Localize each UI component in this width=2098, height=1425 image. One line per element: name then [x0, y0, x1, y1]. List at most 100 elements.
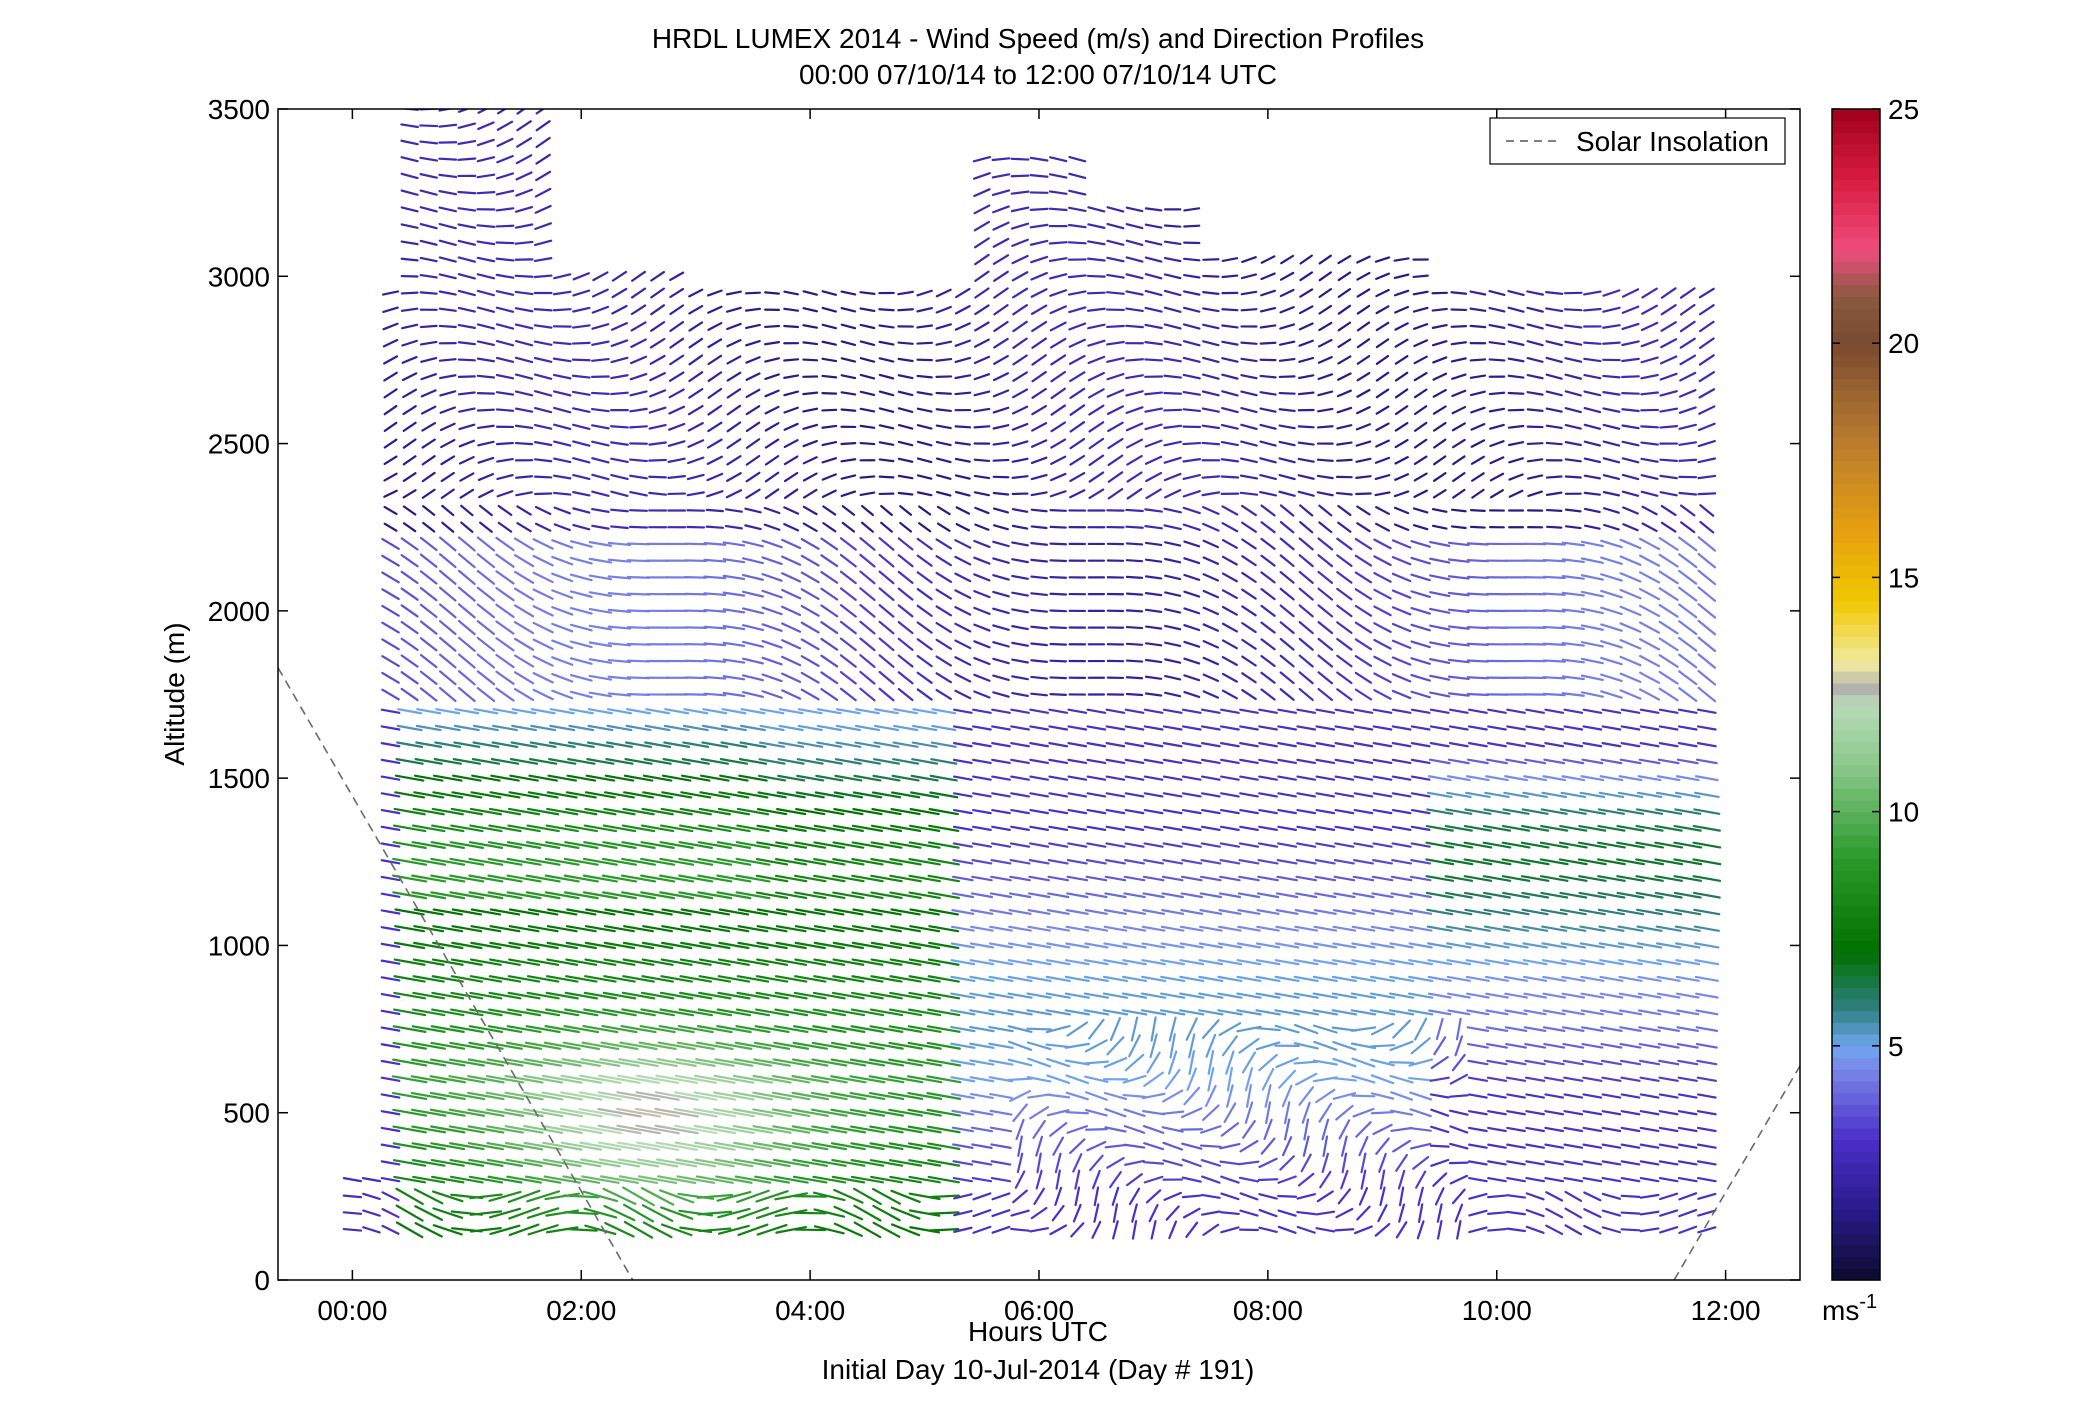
wind-vector-1939 [990, 1160, 1012, 1166]
wind-vector-1365 [791, 1091, 830, 1101]
wind-vector-2464 [1141, 925, 1166, 932]
wind-vector-1545 [851, 941, 884, 950]
wind-vector-1907 [973, 606, 991, 615]
wind-vector-3217 [1375, 321, 1390, 332]
wind-vector-1795 [935, 571, 953, 583]
wind-vector-1718 [909, 908, 940, 916]
wind-vector-3061 [1332, 959, 1357, 966]
wind-vector-1637 [878, 357, 895, 363]
wind-vector-2625 [1182, 306, 1201, 313]
wind-vector-3429 [1447, 692, 1470, 697]
wind-vector-807 [602, 824, 637, 833]
wind-vector-575 [532, 655, 554, 667]
wind-vector-4118 [1678, 603, 1698, 619]
wind-vector-662 [552, 341, 572, 346]
wind-vector-355 [470, 925, 502, 933]
wind-vector-404 [477, 109, 489, 114]
wind-vector-683 [565, 958, 598, 966]
wind-vector-2978 [1298, 374, 1315, 380]
wind-vector-309 [457, 553, 476, 569]
wind-vector-465 [495, 224, 515, 228]
wind-vector-967 [656, 1058, 697, 1067]
wind-vector-2738 [1220, 440, 1239, 447]
wind-vector-2884 [1274, 959, 1300, 966]
wind-vector-31 [380, 842, 401, 848]
wind-vector-2548 [1164, 557, 1182, 564]
wind-vector-796 [602, 1008, 637, 1017]
wind-vector-4041 [1655, 942, 1682, 949]
wind-vector-2164 [1049, 659, 1068, 663]
wind-vector-2007 [1012, 1103, 1028, 1123]
wind-vector-784 [603, 1204, 636, 1222]
wind-vector-928 [644, 741, 672, 748]
wind-vector-2343 [1104, 875, 1127, 882]
wind-vector-158 [412, 807, 445, 816]
wind-vector-2819 [1258, 1053, 1278, 1072]
wind-vector-2787 [1241, 605, 1257, 617]
wind-vector-292 [449, 841, 485, 849]
wind-vector-1886 [969, 959, 995, 966]
wind-vector-3117 [1350, 1009, 1377, 1016]
wind-vector-2495 [1144, 407, 1163, 413]
wind-vector-668 [563, 1211, 599, 1216]
wind-vector-4149 [1695, 1042, 1718, 1049]
wind-vector-1451 [820, 604, 839, 618]
wind-vector-1766 [926, 1058, 962, 1067]
wind-vector-3123 [1351, 909, 1375, 915]
wind-vector-2617 [1182, 441, 1202, 446]
wind-vector-424 [489, 908, 521, 916]
wind-vector-40 [381, 688, 400, 701]
colorbar-band-5 [1832, 1209, 1880, 1223]
wind-vector-3135 [1353, 708, 1374, 714]
wind-vector-3164 [1377, 1204, 1388, 1223]
wind-vector-898 [631, 270, 646, 282]
wind-vector-3442 [1452, 472, 1466, 483]
wind-vector-4117 [1678, 620, 1698, 636]
wind-vector-757 [588, 691, 613, 698]
wind-vector-2093 [1029, 758, 1050, 765]
wind-vector-3058 [1331, 1009, 1358, 1016]
wind-vector-3648 [1520, 841, 1550, 849]
wind-vector-1063 [687, 422, 704, 432]
wind-vector-1556 [853, 758, 881, 765]
wind-vector-850 [616, 1074, 661, 1084]
wind-vector-2609 [1183, 573, 1201, 581]
wind-vector-2035 [1011, 641, 1029, 647]
wind-vector-2477 [1143, 708, 1164, 714]
wind-vector-2627 [1183, 273, 1201, 279]
wind-vector-3900 [1602, 440, 1621, 447]
wind-vector-1142 [716, 1008, 752, 1017]
wind-vector-3566 [1488, 306, 1506, 313]
wind-vector-2732 [1221, 538, 1238, 549]
wind-vector-969 [658, 1024, 695, 1034]
wind-vector-1492 [832, 874, 865, 883]
wind-vector-3271 [1394, 405, 1409, 416]
wind-vector-2532 [1162, 825, 1183, 831]
wind-vector-2795 [1239, 474, 1259, 480]
wind-vector-394 [476, 273, 496, 280]
wind-vector-2610 [1183, 557, 1201, 565]
wind-vector-540 [516, 109, 526, 115]
wind-vector-4153 [1694, 975, 1719, 982]
wind-vector-1463 [821, 408, 838, 412]
wind-vector-4023 [1641, 287, 1658, 299]
wind-vector-2856 [1259, 440, 1277, 447]
wind-vector-786 [599, 1175, 639, 1184]
wind-vector-3407 [1451, 1053, 1466, 1072]
wind-vector-2960 [1298, 671, 1314, 685]
wind-vector-1184 [726, 306, 742, 313]
wind-vector-695 [567, 758, 596, 765]
wind-vector-507 [513, 654, 535, 668]
wind-vector-2989 [1319, 1170, 1332, 1189]
wind-vector-4187 [1698, 405, 1716, 415]
wind-vector-3357 [1427, 942, 1453, 949]
wind-vector-3926 [1618, 959, 1643, 966]
wind-vector-2117 [1031, 354, 1047, 366]
wind-vector-4176 [1697, 586, 1717, 602]
colorbar-band-81 [1832, 319, 1880, 333]
wind-vector-626 [546, 941, 578, 950]
wind-vector-822 [607, 575, 632, 580]
wind-vector-3046 [1335, 1207, 1354, 1219]
wind-vector-4060 [1658, 620, 1679, 635]
wind-vector-2900 [1279, 688, 1295, 701]
